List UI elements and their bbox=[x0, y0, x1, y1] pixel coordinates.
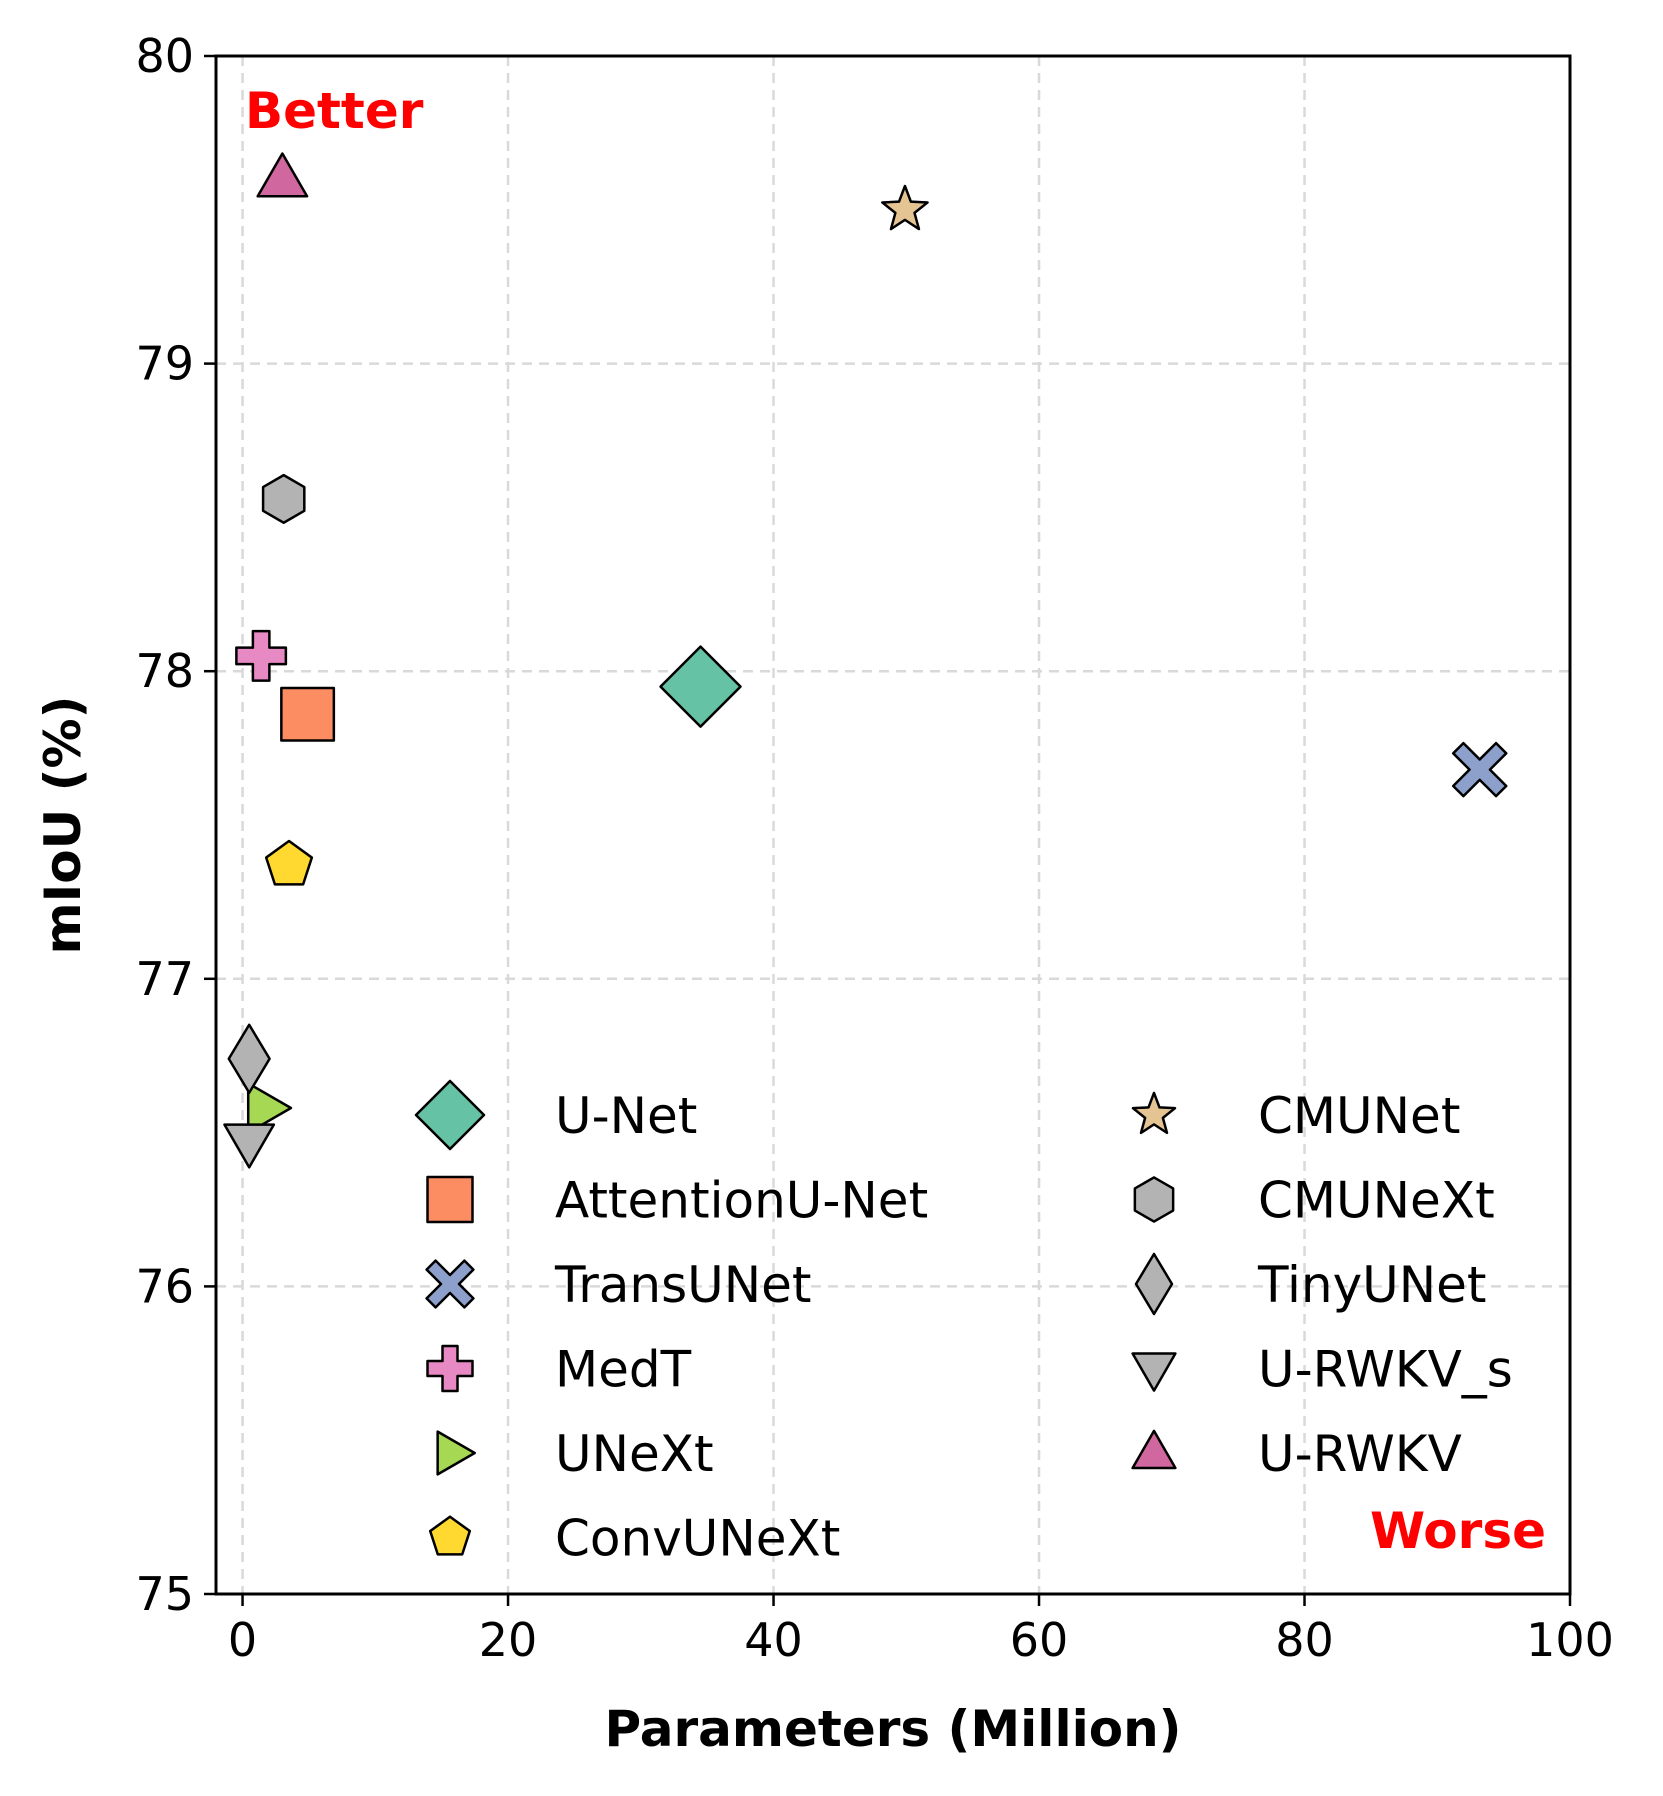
legend-label-u-rwkv: U-RWKV bbox=[1258, 1425, 1462, 1483]
y-tick-label: 77 bbox=[135, 952, 194, 1006]
legend-label-u-net: U-Net bbox=[555, 1087, 697, 1145]
axes-ticks: 0 20 40 60 80 100 75 76 77 78 79 80 bbox=[135, 29, 1613, 1667]
y-axis-label: mIoU (%) bbox=[34, 696, 92, 955]
legend-marker-cmunext bbox=[1133, 1176, 1175, 1223]
data-point-u-rwkv bbox=[256, 152, 309, 198]
x-tick-label: 60 bbox=[1010, 1613, 1069, 1667]
data-point-tinyunet bbox=[227, 1023, 271, 1095]
y-tick-label: 80 bbox=[135, 29, 194, 83]
legend-marker-u-rwkv-s bbox=[1131, 1352, 1177, 1392]
legend-label-u-rwkv-s: U-RWKV_s bbox=[1258, 1341, 1513, 1399]
data-point-cmunet bbox=[881, 184, 929, 231]
x-axis-label: Parameters (Million) bbox=[604, 1700, 1181, 1758]
data-point-unext bbox=[246, 1082, 293, 1134]
legend-marker-cmunet bbox=[1131, 1091, 1177, 1135]
legend-label-tinyunet: TinyUNet bbox=[1257, 1256, 1487, 1314]
data-points bbox=[223, 152, 1508, 1169]
legend-marker-tinyunet bbox=[1134, 1252, 1174, 1316]
x-tick-label: 100 bbox=[1526, 1613, 1614, 1667]
data-point-medt bbox=[235, 629, 288, 682]
legend-marker-unext bbox=[436, 1430, 476, 1476]
x-tick-label: 20 bbox=[479, 1613, 538, 1667]
legend-marker-u-rwkv bbox=[1131, 1429, 1177, 1470]
plot-frame bbox=[214, 54, 1572, 1596]
worse-annotation: Worse bbox=[1370, 1502, 1546, 1560]
y-tick-label: 78 bbox=[135, 644, 194, 698]
legend-label-convunext: ConvUNeXt bbox=[555, 1510, 840, 1568]
y-tick-label: 75 bbox=[135, 1567, 194, 1621]
x-tick-label: 40 bbox=[744, 1613, 803, 1667]
data-point-attentionu-net bbox=[280, 686, 336, 742]
data-point-u-net bbox=[659, 645, 742, 728]
better-annotation: Better bbox=[245, 82, 424, 140]
legend-marker-transunet bbox=[425, 1259, 475, 1309]
data-point-cmunext bbox=[261, 473, 306, 524]
legend-label-transunet: TransUNet bbox=[554, 1256, 812, 1314]
legend-marker-u-net bbox=[414, 1079, 486, 1151]
legend-marker-attentionu-net bbox=[426, 1175, 474, 1224]
legend-label-medt: MedT bbox=[555, 1341, 692, 1399]
data-point-u-rwkv-s bbox=[223, 1123, 276, 1169]
y-tick-label: 76 bbox=[135, 1259, 194, 1313]
data-point-convunext bbox=[264, 839, 314, 886]
x-tick-label: 80 bbox=[1275, 1613, 1334, 1667]
legend-label-cmunext: CMUNeXt bbox=[1258, 1172, 1495, 1230]
legend: U-Net AttentionU-Net TransUNet MedT UNeXt Con… bbox=[414, 1079, 1513, 1568]
legend-label-attentionu-net: AttentionU-Net bbox=[555, 1172, 928, 1230]
x-tick-label: 0 bbox=[228, 1613, 257, 1667]
y-tick-label: 79 bbox=[135, 337, 194, 391]
legend-label-unext: UNeXt bbox=[555, 1425, 714, 1483]
legend-marker-medt bbox=[426, 1344, 474, 1393]
data-point-transunet bbox=[1451, 741, 1508, 798]
legend-label-cmunet: CMUNet bbox=[1258, 1087, 1460, 1145]
legend-marker-convunext bbox=[428, 1515, 472, 1556]
